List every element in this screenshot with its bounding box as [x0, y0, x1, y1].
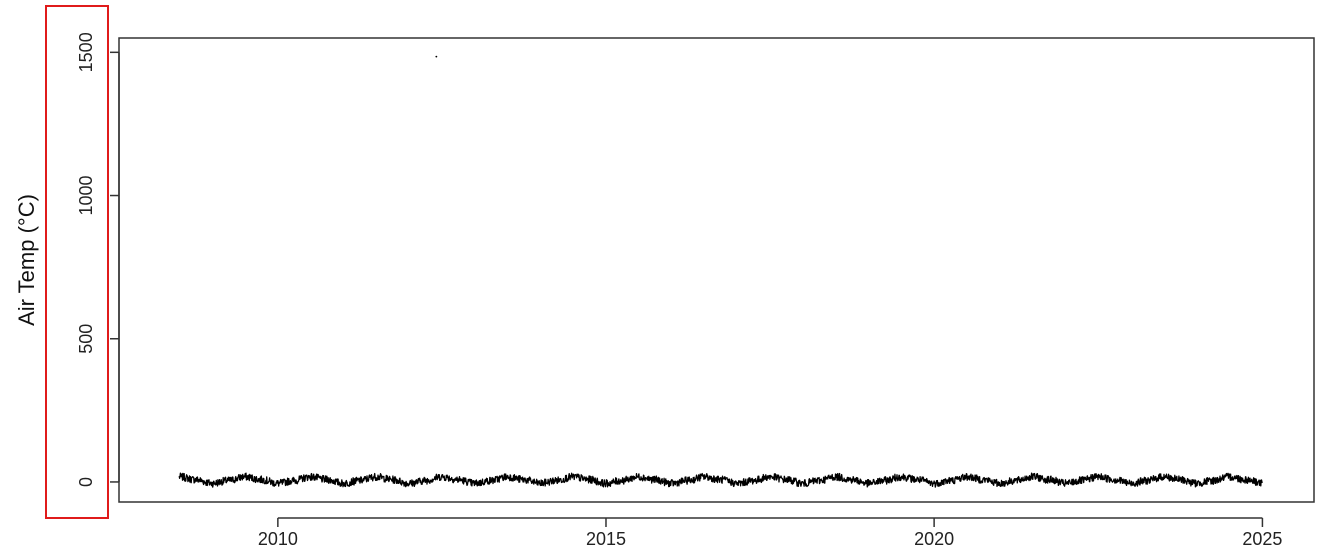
x-axis: 2010 2015 2020 2025 — [258, 517, 1282, 549]
plot-frame — [118, 37, 1315, 503]
x-tick-label: 2025 — [1242, 529, 1282, 549]
x-tick-label: 2020 — [914, 529, 954, 549]
series-line — [178, 472, 1263, 488]
y-tick-label: 500 — [76, 324, 96, 354]
data-point — [435, 55, 438, 58]
y-axis-title: Air Temp (°C) — [14, 194, 39, 326]
y-tick-label: 1000 — [76, 176, 96, 216]
y-tick-label: 1500 — [76, 32, 96, 72]
x-tick-label: 2015 — [586, 529, 626, 549]
y-tick-label: 0 — [76, 477, 96, 487]
highlight-box — [45, 5, 109, 519]
series-layer — [178, 55, 1263, 488]
x-tick-label: 2010 — [258, 529, 298, 549]
y-axis: 0 500 1000 1500 — [76, 32, 120, 487]
